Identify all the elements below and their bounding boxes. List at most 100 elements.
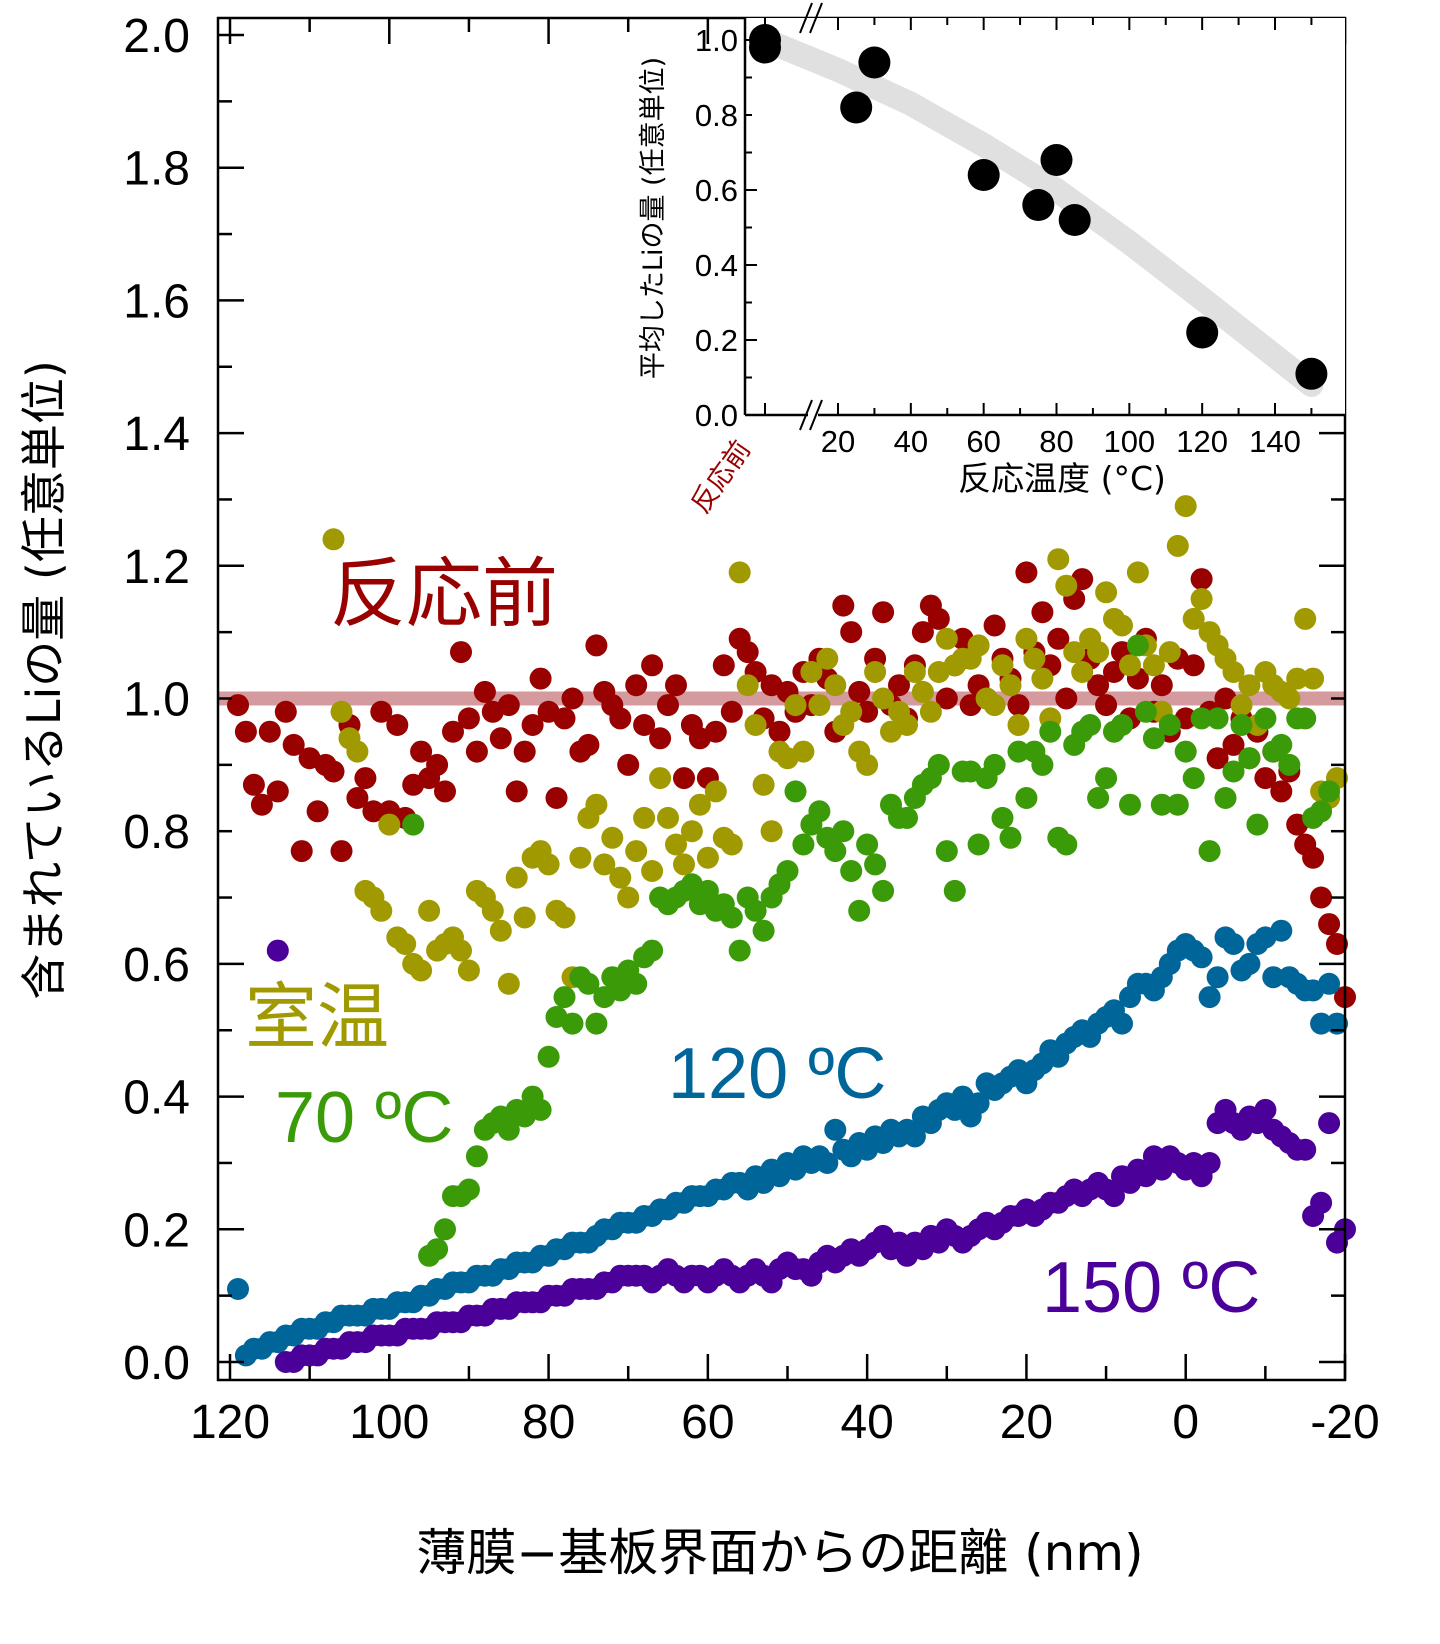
series-label-70c: 70 ºC	[275, 1078, 453, 1158]
x-tick-label: 100	[349, 1396, 429, 1449]
data-point	[872, 601, 895, 624]
x-tick-label: 60	[681, 1396, 734, 1449]
data-point	[346, 740, 369, 763]
data-point	[673, 767, 695, 790]
data-point	[1126, 561, 1149, 584]
data-point	[903, 661, 926, 683]
data-point	[1214, 787, 1237, 809]
data-point	[784, 780, 807, 803]
data-point	[824, 840, 847, 863]
y-tick-label: 0.4	[123, 1072, 190, 1125]
data-point	[896, 714, 918, 736]
data-point	[553, 707, 576, 730]
data-point	[1230, 714, 1253, 736]
data-point	[1047, 627, 1070, 650]
data-point	[1142, 727, 1165, 750]
data-point	[585, 634, 608, 657]
data-point	[1007, 714, 1030, 736]
data-point	[1015, 561, 1038, 584]
data-point	[266, 939, 289, 962]
data-point	[370, 899, 393, 922]
data-point	[848, 680, 871, 703]
data-point	[330, 700, 353, 723]
data-point	[1087, 674, 1110, 697]
data-point	[856, 753, 879, 776]
data-point	[529, 1098, 552, 1121]
data-point	[346, 787, 369, 809]
data-point	[1190, 588, 1213, 610]
data-point	[1142, 654, 1165, 677]
data-point	[1174, 740, 1197, 763]
break-mark	[809, 399, 823, 431]
data-point	[1071, 661, 1094, 683]
data-point	[1246, 813, 1269, 836]
data-point	[585, 1012, 608, 1035]
inset-data-point	[1186, 316, 1219, 349]
data-point	[1206, 747, 1229, 770]
data-point	[824, 674, 847, 697]
data-point	[896, 806, 918, 829]
data-point	[911, 680, 934, 703]
data-point	[1119, 654, 1141, 677]
data-point	[1230, 694, 1253, 717]
data-point	[625, 674, 648, 697]
data-point	[227, 694, 249, 717]
break-mark	[799, 399, 813, 431]
data-point	[712, 654, 735, 677]
data-point	[1190, 568, 1213, 591]
y-tick-label: 1.2	[123, 541, 190, 594]
data-point	[1262, 966, 1285, 989]
data-point	[1103, 1185, 1125, 1208]
inset-y-tick-label: 0.6	[695, 173, 738, 208]
data-point	[1190, 946, 1213, 969]
data-point	[1079, 714, 1102, 736]
data-point	[410, 959, 433, 982]
data-point	[752, 773, 775, 796]
data-point	[418, 899, 441, 922]
data-point	[665, 674, 687, 697]
data-point	[1238, 674, 1261, 697]
data-point	[609, 866, 632, 889]
data-point	[1119, 793, 1141, 816]
series-1	[322, 495, 1348, 995]
data-point	[848, 899, 871, 922]
inset-x-tick-label: 40	[894, 424, 928, 459]
data-point	[457, 1178, 480, 1201]
data-point	[1031, 601, 1054, 624]
break-mark	[799, 2, 813, 34]
data-point	[1039, 720, 1062, 743]
data-point	[888, 674, 910, 697]
data-point	[1182, 767, 1205, 790]
x-tick-label: 40	[840, 1396, 893, 1449]
data-point	[234, 720, 257, 743]
data-point	[402, 813, 425, 836]
data-point	[1095, 767, 1118, 790]
data-point	[1278, 687, 1301, 710]
y-tick-label: 0.0	[123, 1337, 190, 1390]
inset-data-point	[858, 46, 891, 79]
inset-y-axis-title: 平均したLiの量 (任意単位)	[638, 57, 669, 379]
data-point	[1270, 780, 1293, 803]
data-point	[617, 886, 640, 909]
data-point	[1310, 886, 1333, 909]
data-point	[657, 694, 679, 717]
data-point	[760, 820, 783, 843]
data-point	[521, 714, 544, 736]
data-point	[1198, 986, 1221, 1009]
data-point	[513, 906, 536, 929]
data-point	[633, 806, 656, 829]
data-point	[665, 833, 687, 856]
y-tick-label: 0.2	[123, 1204, 190, 1257]
data-point	[306, 800, 329, 823]
data-point	[1326, 933, 1348, 955]
data-point	[856, 700, 879, 723]
inset-axes	[743, 2, 1345, 431]
data-point	[1206, 707, 1229, 730]
data-point	[1174, 495, 1197, 518]
data-point	[1302, 667, 1325, 690]
data-point	[537, 853, 560, 876]
data-point	[577, 972, 600, 995]
data-point	[1222, 661, 1245, 683]
data-point	[808, 694, 831, 717]
data-point	[1055, 833, 1078, 856]
